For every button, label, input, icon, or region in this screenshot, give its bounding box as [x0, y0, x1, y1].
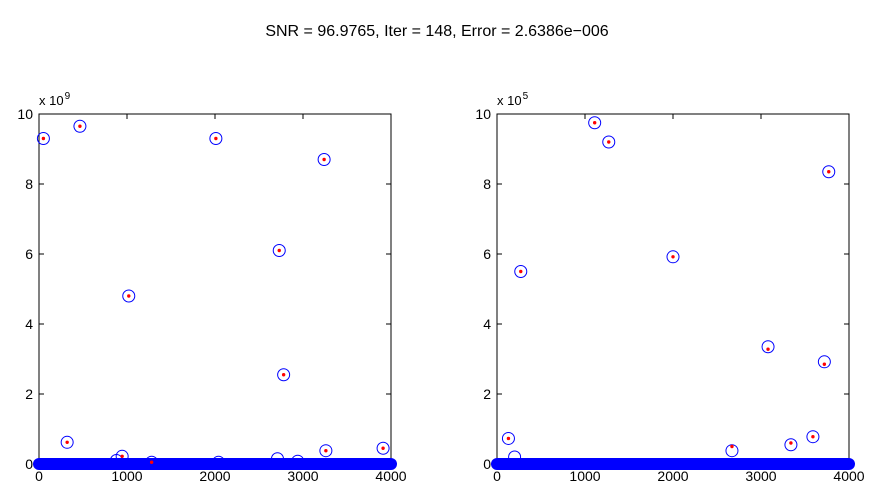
y-tick-label: 6	[483, 246, 491, 262]
data-point-circle	[784, 438, 798, 452]
y-tick-label: 0	[483, 456, 491, 472]
data-point-dot	[65, 440, 69, 444]
data-point-circle	[122, 289, 136, 303]
data-point-dot	[822, 362, 827, 366]
x-tick-label: 0	[493, 468, 501, 484]
data-point-dot	[41, 136, 46, 141]
data-point-dot	[149, 460, 154, 464]
y-tick-label: 2	[25, 386, 33, 402]
x-tick-label: 1000	[569, 468, 600, 484]
plot-frame	[496, 113, 850, 465]
data-point-circle	[209, 132, 223, 145]
data-point-circle	[212, 455, 226, 469]
data-point-circle	[376, 441, 390, 455]
y-tick-label: 0	[25, 456, 33, 472]
data-point-dot	[607, 140, 611, 144]
data-point-dot	[78, 124, 82, 128]
data-point-circle	[806, 430, 820, 444]
y-tick-label: 4	[483, 316, 491, 332]
data-point-dot	[381, 446, 385, 450]
zero-value-marker-band	[33, 458, 397, 470]
data-point-circle	[145, 455, 159, 469]
data-point-dot	[322, 157, 326, 162]
data-point-dot	[120, 454, 124, 458]
data-point-dot	[506, 436, 511, 441]
y-exponent-label: x 10	[39, 93, 64, 108]
x-tick-label: 3000	[287, 468, 318, 484]
data-point-dot	[730, 444, 734, 449]
y-tick-label: 10	[475, 106, 491, 122]
data-point-circle	[514, 265, 528, 278]
x-tick-label: 4000	[375, 468, 406, 484]
x-tick-label: 2000	[199, 468, 230, 484]
x-tick-label: 0	[35, 468, 43, 484]
data-point-circle	[588, 116, 602, 130]
y-exponent-label: x 10	[497, 93, 522, 108]
data-point-dot	[277, 248, 281, 253]
x-tick-label: 2000	[657, 468, 688, 484]
data-point-dot	[811, 435, 815, 439]
data-point-dot	[827, 170, 831, 174]
data-point-circle	[317, 153, 331, 166]
data-point-circle	[291, 454, 305, 468]
data-point-dot	[592, 121, 597, 125]
data-point-circle	[761, 340, 775, 354]
y-tick-label: 4	[25, 316, 33, 332]
data-point-dot	[519, 269, 523, 274]
data-point-dot	[671, 255, 675, 259]
data-point-circle	[501, 431, 515, 445]
right-plot: 0 1000 2000 3000 4000 0 2 4 6 8 10 x 10 5	[475, 91, 864, 484]
x-tick-label: 4000	[833, 468, 864, 484]
y-tick-label: 2	[483, 386, 491, 402]
x-tick-label: 3000	[745, 468, 776, 484]
data-point-circle	[60, 435, 74, 449]
data-point-dot	[127, 294, 131, 298]
y-exponent-power: 5	[523, 91, 529, 102]
data-point-circle	[36, 132, 50, 145]
data-point-circle	[725, 444, 739, 458]
data-point-circle	[109, 454, 123, 467]
data-point-dot	[281, 373, 286, 377]
y-tick-label: 10	[17, 106, 33, 122]
data-point-dot	[789, 441, 793, 445]
data-point-circle	[602, 135, 616, 149]
data-point-circle	[319, 444, 333, 458]
data-point-circle	[270, 452, 284, 466]
left-plot: 0 1000 2000 3000 4000 0 2 4 6 8 10 x 10 9	[17, 91, 406, 484]
data-point-circle	[277, 368, 291, 382]
data-point-circle	[73, 119, 87, 133]
y-exponent-power: 9	[65, 91, 71, 102]
y-tick-label: 6	[25, 246, 33, 262]
data-point-circle	[272, 244, 286, 257]
plot-frame	[38, 113, 392, 465]
data-point-circle	[817, 355, 831, 369]
data-point-dot	[766, 347, 770, 351]
x-tick-label: 1000	[111, 468, 142, 484]
zero-value-marker-band	[491, 458, 855, 470]
data-point-circle	[508, 450, 522, 464]
figure-title: SNR = 96.9765, Iter = 148, Error = 2.638…	[265, 23, 608, 40]
y-tick-label: 8	[25, 176, 33, 192]
data-point-dot	[324, 449, 328, 453]
y-tick-label: 8	[483, 176, 491, 192]
data-point-circle	[822, 165, 836, 179]
data-point-circle	[666, 250, 680, 264]
data-point-dot	[214, 136, 218, 141]
